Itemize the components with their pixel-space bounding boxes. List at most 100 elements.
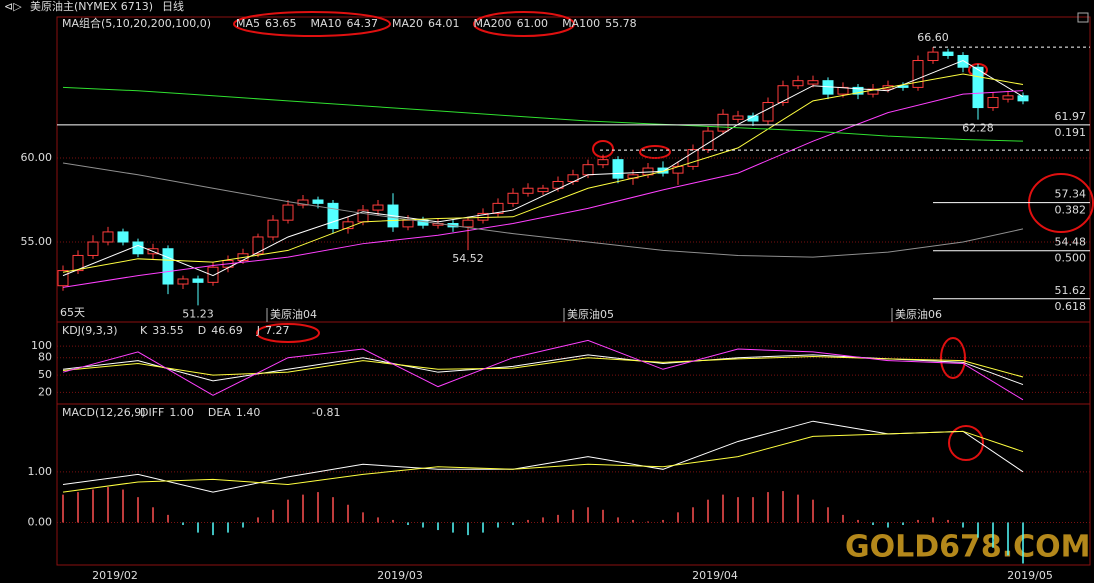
candle-body bbox=[162, 248, 174, 285]
legend-name: DIFF bbox=[140, 406, 164, 419]
indicator-line bbox=[62, 420, 1024, 493]
candle-body bbox=[867, 88, 879, 95]
candle-body bbox=[807, 80, 819, 85]
candle-body bbox=[1017, 95, 1029, 102]
indicator-line bbox=[62, 356, 1024, 378]
candle-body bbox=[612, 159, 624, 179]
candle-body bbox=[312, 199, 324, 204]
candle-body bbox=[252, 236, 264, 255]
legend-name: D bbox=[198, 324, 206, 337]
indicator-line bbox=[62, 90, 1024, 288]
legend-value: 1.00 bbox=[169, 406, 194, 419]
x-tick-label: 2019/02 bbox=[92, 569, 138, 582]
candle-body bbox=[957, 54, 969, 68]
candle-body bbox=[687, 149, 699, 167]
candle-body bbox=[582, 164, 594, 176]
candle-body bbox=[402, 219, 414, 228]
highlight bbox=[948, 425, 984, 461]
fib-price: 54.48 bbox=[1055, 236, 1087, 249]
candle-body bbox=[942, 51, 954, 56]
candle-body bbox=[732, 115, 744, 120]
candle-body bbox=[372, 204, 384, 211]
y-tick-label: 80 bbox=[38, 351, 52, 364]
fib-ratio: 0.618 bbox=[1055, 300, 1087, 313]
extreme-label: 54.52 bbox=[452, 252, 484, 265]
y-tick-label: 60.00 bbox=[21, 151, 53, 164]
candle-body bbox=[987, 96, 999, 109]
candle-body bbox=[927, 51, 939, 62]
fib-price: 51.62 bbox=[1055, 284, 1087, 297]
candle-body bbox=[792, 80, 804, 87]
candle-body bbox=[117, 231, 129, 243]
candle-body bbox=[192, 278, 204, 283]
candle-body bbox=[297, 199, 309, 206]
header-period: 日线 bbox=[162, 0, 184, 13]
candle-body bbox=[72, 254, 84, 272]
macd-hist-last: -0.81 bbox=[312, 406, 340, 419]
y-tick-label: 1.00 bbox=[28, 465, 53, 478]
fib-price: 61.97 bbox=[1055, 110, 1087, 123]
candle-body bbox=[1002, 95, 1014, 100]
candle-body bbox=[852, 86, 864, 95]
legend-name: DEA bbox=[208, 406, 231, 419]
legend-name: MA20 bbox=[392, 17, 423, 30]
candle-body bbox=[102, 231, 114, 243]
y-tick-label: 50 bbox=[38, 368, 52, 381]
icon: ⊲▷ bbox=[4, 0, 22, 13]
y-tick-label: 100 bbox=[31, 339, 52, 352]
candle-body bbox=[717, 113, 729, 132]
fib-price: 57.34 bbox=[1055, 188, 1087, 201]
highlight bbox=[473, 11, 575, 37]
ma-indicator: MA组合(5,10,20,200,100,0) bbox=[62, 16, 211, 30]
legend-name: MA100 bbox=[562, 17, 600, 30]
highlight bbox=[940, 337, 966, 379]
legend-name: J bbox=[256, 324, 260, 337]
highlight bbox=[256, 323, 320, 343]
candle-body bbox=[477, 212, 489, 221]
candle-body bbox=[207, 266, 219, 283]
x-tick-label: 2019/03 bbox=[377, 569, 423, 582]
legend-name: MA10 bbox=[311, 17, 342, 30]
x-tick-label: 2019/04 bbox=[692, 569, 738, 582]
fib-ratio: 0.191 bbox=[1055, 126, 1087, 139]
candle-body bbox=[507, 192, 519, 204]
legend-value: 46.69 bbox=[211, 324, 243, 337]
candle-body bbox=[177, 278, 189, 285]
candle-body bbox=[462, 219, 474, 228]
header-title: 美原油主(NYMEX 6713) bbox=[30, 0, 153, 13]
candle-body bbox=[777, 85, 789, 104]
candle-body bbox=[132, 241, 144, 255]
legend-value: 7.27 bbox=[265, 324, 290, 337]
candle-body bbox=[702, 130, 714, 151]
extreme-label: 62.28 bbox=[962, 122, 994, 135]
candle-body bbox=[597, 159, 609, 166]
candle-body bbox=[537, 187, 549, 193]
legend-name: MA200 bbox=[474, 17, 512, 30]
candle-body bbox=[87, 241, 99, 256]
y-tick-label: 55.00 bbox=[21, 235, 53, 248]
y-tick-label: 20 bbox=[38, 385, 52, 398]
days-label: 65天 bbox=[60, 306, 85, 319]
indicator-line bbox=[62, 339, 1024, 401]
legend-name: MA5 bbox=[236, 17, 260, 30]
indicator-line bbox=[62, 430, 1024, 493]
kdj-title: KDJ(9,3,3) bbox=[62, 324, 118, 337]
candle-body bbox=[552, 181, 564, 189]
panel-icon bbox=[1077, 12, 1089, 23]
macd-title: MACD(12,26,9) bbox=[62, 406, 146, 419]
candle-body bbox=[57, 270, 69, 287]
x-tick-label: 2019/05 bbox=[1007, 569, 1053, 582]
legend-value: 64.01 bbox=[428, 17, 460, 30]
indicator-line bbox=[62, 86, 1024, 142]
watermark: GOLD678.COM bbox=[845, 530, 1091, 565]
legend-name: K bbox=[140, 324, 148, 337]
candle-body bbox=[972, 66, 984, 109]
extreme-label: 66.60 bbox=[917, 31, 949, 44]
frame bbox=[56, 16, 1091, 566]
candle-body bbox=[522, 187, 534, 194]
contract-label: 美原油05 bbox=[567, 307, 614, 321]
legend-value: 63.65 bbox=[265, 17, 297, 30]
legend-value: 55.78 bbox=[605, 17, 637, 30]
